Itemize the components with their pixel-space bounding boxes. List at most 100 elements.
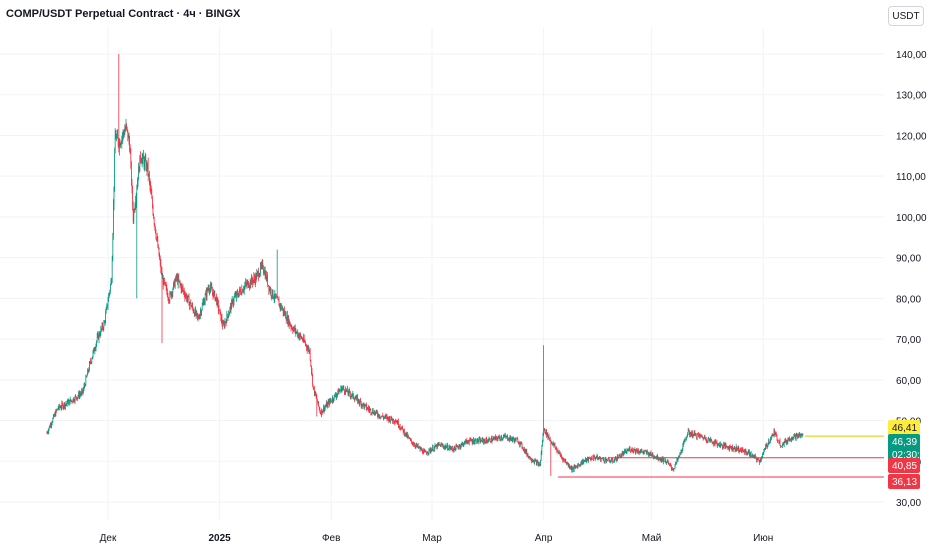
candle-body: [758, 458, 759, 460]
candle-body: [105, 308, 107, 314]
candle-body: [276, 296, 277, 298]
candle-body: [574, 466, 576, 467]
candle-body: [378, 414, 379, 417]
candle-body: [278, 300, 280, 307]
candle-body: [615, 456, 617, 461]
candle-body: [678, 455, 680, 457]
candle-body: [634, 449, 636, 451]
candle-body: [195, 311, 197, 315]
candle-body: [266, 273, 267, 281]
candle-body: [440, 444, 442, 447]
candle-body: [633, 449, 635, 451]
candle-body: [696, 434, 698, 438]
candle-body: [69, 399, 71, 404]
candle-body: [362, 404, 363, 407]
candle-body: [770, 438, 771, 443]
candle-body: [289, 321, 291, 325]
candle-body: [180, 285, 182, 291]
candle-body: [167, 291, 168, 297]
candle-body: [297, 332, 298, 337]
candle-body: [442, 445, 444, 447]
candle-body: [789, 439, 791, 441]
candle-body: [647, 451, 648, 453]
candle-body: [610, 461, 612, 462]
candle-body: [258, 271, 259, 278]
candle-body: [122, 135, 123, 138]
candle-body: [593, 456, 594, 460]
candle-body: [183, 291, 185, 295]
candle-body: [608, 458, 609, 459]
candle-body: [271, 295, 273, 297]
time-axis[interactable]: Дек 2025 Фев Мар Апр Май Июн: [100, 533, 774, 544]
price-levels: [558, 435, 884, 478]
candle-body: [783, 442, 784, 445]
candle-body: [573, 466, 575, 470]
candle-body: [260, 265, 261, 274]
candle-body: [130, 153, 132, 163]
candle-body: [138, 166, 139, 181]
candle-body: [332, 397, 334, 401]
candle-body: [749, 451, 750, 455]
candle-body: [303, 337, 305, 342]
candle-body: [369, 408, 371, 410]
candle-body: [329, 400, 331, 402]
candle-body: [101, 324, 103, 329]
candle-body: [498, 436, 499, 439]
candle-body: [387, 416, 388, 419]
candle-body: [248, 286, 250, 288]
candle-body: [287, 315, 288, 323]
candle-body: [488, 439, 490, 442]
candle-body: [93, 348, 95, 352]
candle-body: [700, 434, 702, 436]
candle-body: [345, 389, 347, 391]
candle-body: [746, 453, 748, 454]
candle-body: [145, 158, 147, 169]
candle-body: [795, 434, 796, 439]
candle-body: [371, 413, 373, 414]
candle-body: [293, 327, 295, 329]
candle-body: [679, 453, 681, 457]
candle-body: [753, 455, 755, 458]
candle-body: [195, 309, 196, 315]
candle-body: [382, 415, 384, 417]
candle-body: [110, 284, 111, 291]
candle-body: [161, 271, 163, 279]
candle-body: [741, 448, 743, 450]
candle-body: [59, 407, 61, 408]
candle-body: [353, 397, 355, 400]
candle-body: [638, 450, 639, 453]
candle-body: [642, 451, 644, 453]
candle-body: [202, 303, 204, 305]
candle-body: [375, 410, 377, 413]
candle-body: [245, 282, 246, 286]
candle-body: [537, 462, 539, 465]
candle-body: [359, 402, 360, 404]
candle-body: [781, 445, 783, 447]
candle-body: [415, 445, 417, 447]
candle-body: [386, 416, 387, 417]
candle-body: [255, 275, 256, 283]
candle-body: [368, 408, 370, 411]
candle-body: [724, 443, 726, 448]
candle-body: [278, 299, 279, 301]
candle-body: [336, 393, 338, 395]
candle-body: [726, 446, 728, 448]
candle-body: [582, 460, 584, 463]
candle-body: [546, 430, 547, 436]
y-tick-label: 130,00: [896, 91, 927, 102]
candle-body: [457, 446, 459, 448]
candle-body: [344, 392, 346, 394]
candle-body: [752, 454, 754, 456]
candle-body: [306, 344, 307, 348]
currency-selector[interactable]: USDT: [888, 6, 924, 26]
candle-body: [392, 419, 394, 422]
candle-body: [687, 430, 689, 435]
candle-body: [503, 436, 505, 437]
candle-body: [778, 440, 780, 443]
candle-body: [294, 328, 296, 331]
candle-body: [186, 298, 188, 300]
candle-body: [689, 431, 690, 435]
candle-body: [403, 430, 405, 433]
candle-body: [165, 282, 166, 286]
